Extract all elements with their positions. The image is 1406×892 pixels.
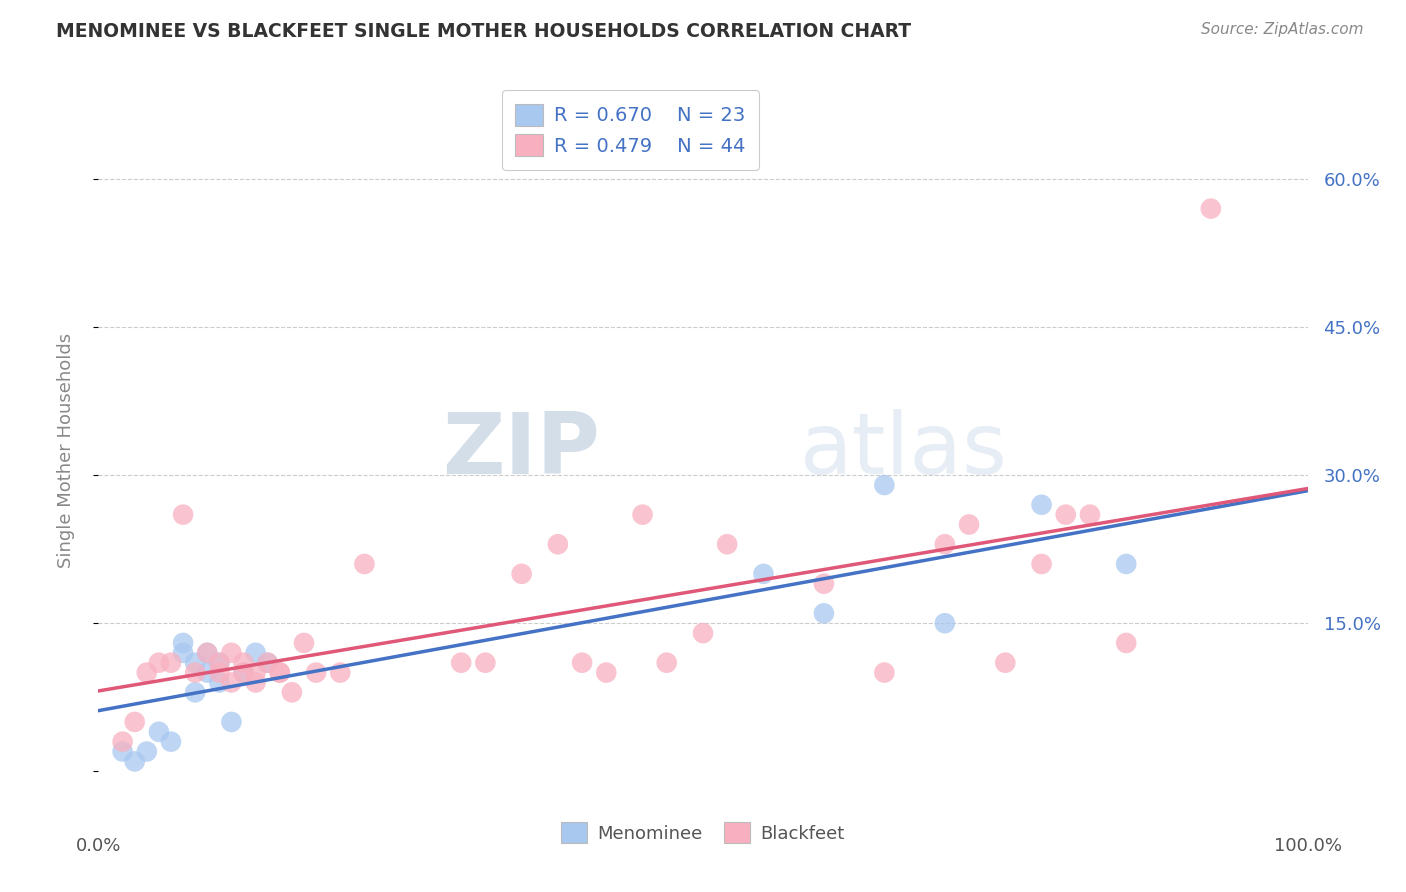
- Point: [692, 626, 714, 640]
- Point: [1199, 202, 1222, 216]
- Point: [595, 665, 617, 680]
- Point: [184, 685, 207, 699]
- Point: [232, 656, 254, 670]
- Point: [245, 646, 267, 660]
- Point: [124, 714, 146, 729]
- Point: [305, 665, 328, 680]
- Point: [813, 607, 835, 621]
- Point: [221, 675, 243, 690]
- Point: [547, 537, 569, 551]
- Point: [1031, 498, 1053, 512]
- Point: [135, 665, 157, 680]
- Point: [1115, 636, 1137, 650]
- Point: [571, 656, 593, 670]
- Point: [752, 566, 775, 581]
- Point: [655, 656, 678, 670]
- Point: [994, 656, 1017, 670]
- Point: [172, 636, 194, 650]
- Point: [208, 675, 231, 690]
- Point: [195, 665, 218, 680]
- Legend: Menominee, Blackfeet: Menominee, Blackfeet: [553, 814, 853, 853]
- Point: [148, 656, 170, 670]
- Point: [269, 665, 291, 680]
- Point: [1115, 557, 1137, 571]
- Point: [208, 656, 231, 670]
- Point: [474, 656, 496, 670]
- Point: [281, 685, 304, 699]
- Point: [1031, 557, 1053, 571]
- Point: [208, 656, 231, 670]
- Point: [135, 745, 157, 759]
- Point: [184, 656, 207, 670]
- Point: [329, 665, 352, 680]
- Point: [148, 724, 170, 739]
- Point: [873, 478, 896, 492]
- Point: [232, 665, 254, 680]
- Point: [631, 508, 654, 522]
- Point: [172, 508, 194, 522]
- Point: [184, 665, 207, 680]
- Point: [195, 646, 218, 660]
- Text: atlas: atlas: [800, 409, 1008, 492]
- Point: [195, 646, 218, 660]
- Point: [813, 576, 835, 591]
- Point: [124, 755, 146, 769]
- Point: [172, 646, 194, 660]
- Point: [353, 557, 375, 571]
- Text: Source: ZipAtlas.com: Source: ZipAtlas.com: [1201, 22, 1364, 37]
- Point: [716, 537, 738, 551]
- Point: [510, 566, 533, 581]
- Point: [873, 665, 896, 680]
- Point: [1078, 508, 1101, 522]
- Point: [269, 665, 291, 680]
- Text: ZIP: ZIP: [443, 409, 600, 492]
- Point: [1054, 508, 1077, 522]
- Point: [245, 665, 267, 680]
- Point: [221, 646, 243, 660]
- Text: MENOMINEE VS BLACKFEET SINGLE MOTHER HOUSEHOLDS CORRELATION CHART: MENOMINEE VS BLACKFEET SINGLE MOTHER HOU…: [56, 22, 911, 41]
- Point: [256, 656, 278, 670]
- Point: [111, 745, 134, 759]
- Point: [934, 616, 956, 631]
- Y-axis label: Single Mother Households: Single Mother Households: [56, 333, 75, 568]
- Point: [245, 675, 267, 690]
- Point: [221, 714, 243, 729]
- Point: [160, 656, 183, 670]
- Point: [232, 665, 254, 680]
- Point: [450, 656, 472, 670]
- Point: [957, 517, 980, 532]
- Point: [934, 537, 956, 551]
- Point: [111, 734, 134, 748]
- Point: [292, 636, 315, 650]
- Point: [160, 734, 183, 748]
- Point: [256, 656, 278, 670]
- Point: [208, 665, 231, 680]
